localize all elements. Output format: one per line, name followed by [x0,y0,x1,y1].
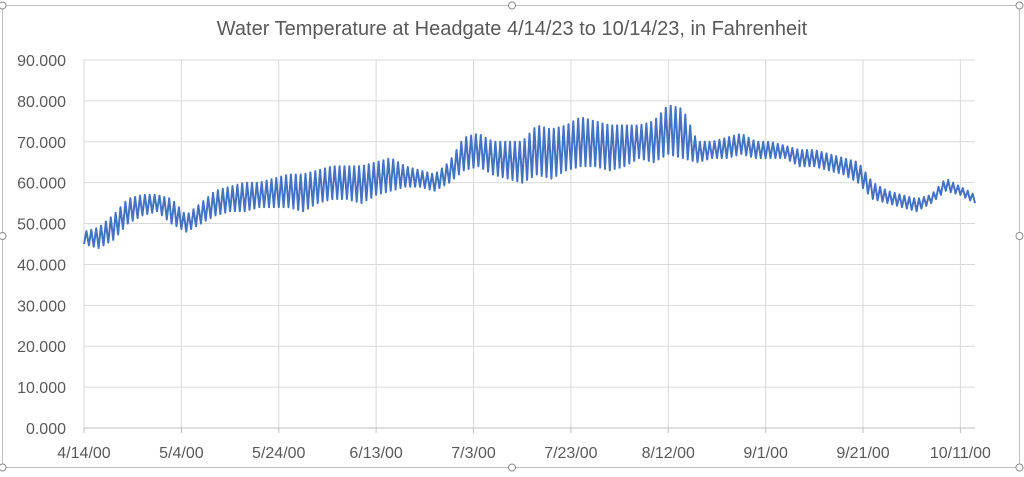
y-tick-label: 90.000 [17,53,66,70]
x-tick-label: 8/12/00 [642,445,695,462]
y-tick-label: 70.000 [17,135,66,152]
x-axis-tick-labels: 4/14/00 5/4/00 5/24/00 6/13/00 7/3/00 7/23/00… [57,445,991,462]
series-group [83,104,976,250]
y-tick-label: 60.000 [17,176,66,193]
x-tick-label: 9/21/00 [836,445,889,462]
x-tick-label: 5/24/00 [252,445,305,462]
resize-handle[interactable] [0,232,7,240]
chart-title: Water Temperature at Headgate 4/14/23 to… [217,18,808,40]
y-tick-label: 50.000 [17,217,66,234]
x-tick-label: 9/1/00 [743,445,788,462]
y-tick-label: 20.000 [17,339,66,356]
resize-handle[interactable] [508,1,516,10]
gridlines [83,59,975,433]
y-tick-label: 0.000 [26,421,66,438]
series-line[interactable] [83,104,976,250]
resize-handle[interactable] [0,1,7,10]
y-tick-label: 40.000 [17,257,66,274]
y-tick-label: 80.000 [17,94,66,111]
y-tick-label: 10.000 [17,380,66,397]
chart-area-border[interactable] [2,5,1020,468]
resize-handle[interactable] [0,463,7,472]
resize-handle[interactable] [1015,463,1024,472]
x-tick-label: 10/11/00 [930,445,991,462]
x-tick-label: 7/23/00 [544,445,597,462]
resize-handle[interactable] [1015,232,1024,240]
resize-handle[interactable] [1015,1,1024,10]
x-tick-label: 4/14/00 [57,445,110,462]
x-tick-label: 5/4/00 [159,445,204,462]
x-tick-label: 7/3/00 [451,445,496,462]
y-tick-label: 30.000 [17,298,66,315]
resize-handle[interactable] [508,463,516,472]
x-tick-label: 6/13/00 [349,445,402,462]
y-axis-tick-labels: 0.000 10.000 20.000 30.000 40.000 50.000 60.00… [17,53,66,438]
